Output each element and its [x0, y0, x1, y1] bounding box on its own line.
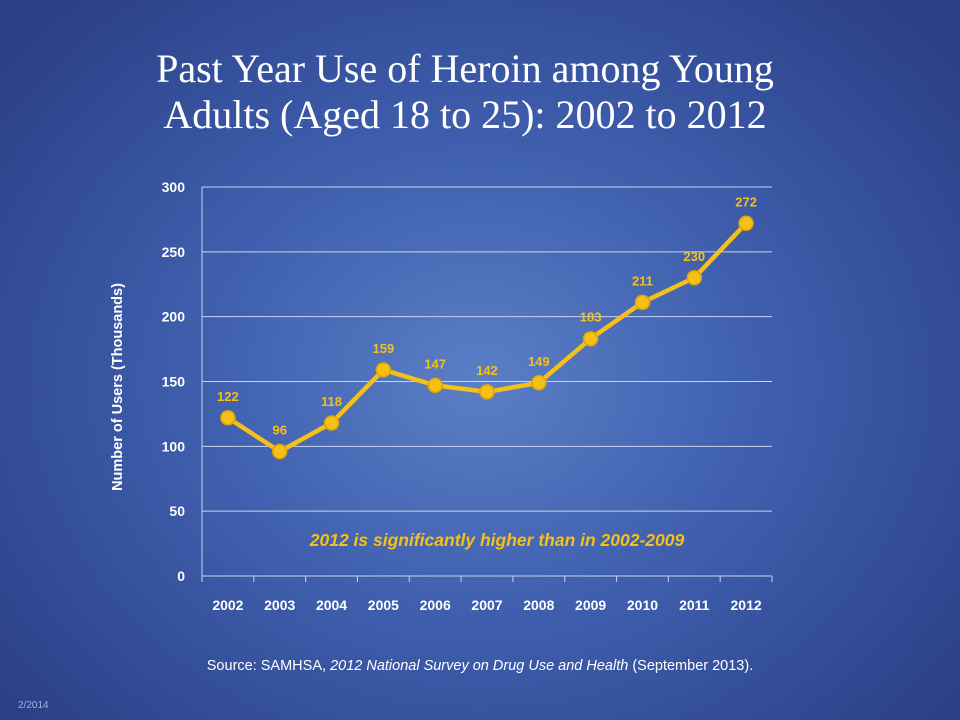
series-line: [225, 221, 749, 454]
x-tick-label: 2003: [264, 597, 295, 613]
y-tick-label: 0: [177, 568, 185, 584]
y-tick-label: 200: [162, 309, 186, 325]
data-point-2011: [686, 270, 703, 286]
data-point-2002: [220, 410, 236, 426]
x-tick-label: 2012: [731, 597, 762, 613]
x-tick-label: 2002: [212, 597, 243, 613]
y-tick-label: 100: [162, 438, 186, 454]
y-tick-label: 250: [162, 244, 186, 260]
y-tick-label: 50: [169, 503, 185, 519]
y-tick-label: 300: [162, 179, 186, 195]
y-axis-title: Number of Users (Thousands): [110, 283, 126, 491]
x-tick-label: 2008: [523, 597, 554, 613]
x-tick-label: 2005: [368, 597, 399, 613]
data-label-2008: 149: [528, 354, 550, 369]
title-line-2: Adults (Aged 18 to 25): 2002 to 2012: [163, 92, 767, 137]
source-survey-name: 2012 National Survey on Drug Use and Hea…: [330, 658, 629, 674]
x-tick-label: 2007: [471, 597, 502, 613]
data-label-2004: 118: [321, 394, 342, 409]
data-point-2003: [271, 443, 288, 460]
data-label-2002: 122: [217, 389, 239, 404]
y-tick-label: 150: [162, 374, 186, 390]
data-label-2010: 211: [632, 273, 653, 288]
gridlines: [202, 186, 772, 512]
data-point-2012: [738, 215, 754, 232]
data-point-2010: [634, 294, 651, 311]
data-label-2007: 142: [476, 363, 498, 378]
source-prefix: Source: SAMHSA,: [206, 658, 331, 674]
data-point-2005: [375, 362, 392, 378]
data-label-2003: 96: [272, 423, 286, 438]
significance-annotation: 2012 is significantly higher than in 200…: [309, 530, 685, 550]
footer-date: 2/2014: [18, 700, 49, 711]
data-point-2009: [582, 330, 599, 347]
source-suffix: (September 2013).: [628, 658, 754, 674]
data-label-2006: 147: [424, 356, 446, 371]
x-tick-label: 2010: [627, 597, 658, 613]
data-labels: 122 96 118 159 147 142 149 183 211 230 272: [217, 194, 757, 437]
data-point-2006: [427, 377, 443, 394]
x-tick-label: 2004: [316, 597, 347, 613]
data-label-2011: 230: [683, 249, 705, 264]
series-heroin-users: [220, 215, 754, 460]
data-label-2009: 183: [580, 310, 602, 325]
data-point-2008: [531, 375, 547, 391]
source-note: Source: SAMHSA, 2012 National Survey on …: [0, 658, 960, 674]
data-label-2012: 272: [735, 194, 757, 209]
data-point-2007: [479, 384, 495, 400]
data-point-2004: [323, 415, 340, 431]
x-tick-label: 2009: [575, 597, 606, 613]
data-label-2005: 159: [373, 341, 395, 356]
axes: 0 50 100 150 200 250 300 2002 2003 2004 2005 2006 20…: [162, 179, 773, 613]
title-line-1: Past Year Use of Heroin among Young: [156, 46, 774, 91]
slide-title: Past Year Use of Heroin among Young Adul…: [0, 46, 930, 138]
x-tick-label: 2011: [679, 597, 710, 613]
x-tick-label: 2006: [420, 597, 451, 613]
